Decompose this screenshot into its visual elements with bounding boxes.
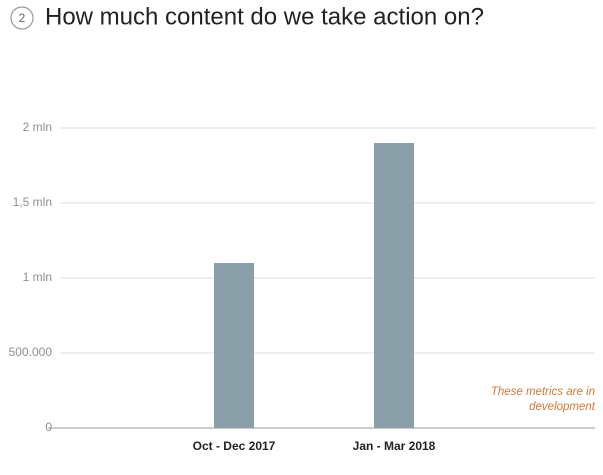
annotation-box: These metrics are in development <box>490 386 595 413</box>
y-tick-label: 1 mln <box>23 270 52 284</box>
step-circle <box>10 6 34 30</box>
x-tick-label: Oct - Dec 2017 <box>193 439 276 453</box>
chart-title: How much content do we take action on? <box>45 3 484 30</box>
annotation: These metrics are in development <box>490 386 595 413</box>
step-number: 2 <box>19 11 26 25</box>
y-tick-label: 0 <box>45 420 52 434</box>
bar <box>374 143 414 428</box>
y-tick-label: 500.000 <box>9 345 53 359</box>
bar <box>214 263 254 428</box>
y-tick-label: 1,5 mln <box>13 195 52 209</box>
y-tick-label: 2 mln <box>23 120 52 134</box>
x-tick-label: Jan - Mar 2018 <box>353 439 436 453</box>
